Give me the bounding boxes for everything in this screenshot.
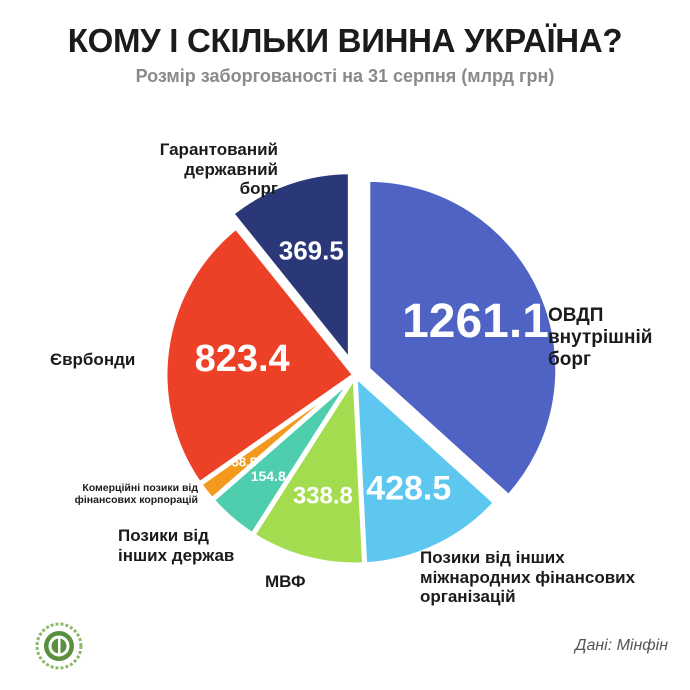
label-ifi: Позики від інших міжнародних фінансових … bbox=[420, 548, 635, 607]
label-ovdp-line2: внутрішній bbox=[548, 326, 653, 348]
label-commercial-line2: фінансових корпорацій bbox=[74, 494, 198, 507]
logo-icon bbox=[35, 622, 83, 670]
label-imf: МВФ bbox=[265, 572, 306, 592]
value-label-imf: 338.8 bbox=[293, 483, 353, 510]
label-guaranteed-line1: Гарантований bbox=[159, 140, 278, 159]
label-eurobonds-line1: Єврбонди bbox=[50, 350, 136, 369]
value-label-ovdp: 1261.1 bbox=[402, 295, 549, 348]
label-ovdp-line1: ОВДП bbox=[548, 305, 604, 326]
label-guaranteed-line3: борг bbox=[239, 179, 278, 199]
chart-subtitle: Розмір заборгованості на 31 серпня (млрд… bbox=[135, 66, 555, 86]
value-label-ifi: 428.5 bbox=[366, 469, 451, 507]
label-eurobonds: Єврбонди bbox=[50, 350, 135, 370]
value-label-guaranteed: 369.5 bbox=[279, 236, 344, 266]
label-states-line1: Позики від bbox=[118, 526, 209, 545]
pie-slice-guaranteed bbox=[228, 169, 353, 365]
pie-slice-ovdp bbox=[365, 176, 561, 500]
label-ifi-line1: Позики від інших bbox=[420, 548, 565, 567]
chart-title: КОМУ І СКІЛЬКИ ВИННА УКРАЇНА? bbox=[67, 22, 623, 59]
label-guaranteed: Гарантований державний борг bbox=[118, 140, 278, 199]
pie-slice-ifi bbox=[352, 372, 499, 568]
label-guaranteed-line2: державний bbox=[184, 159, 278, 179]
label-ifi-line2: міжнародних фінансових bbox=[420, 567, 636, 587]
source-note: Дані: Мінфін bbox=[575, 637, 668, 654]
label-imf-line1: МВФ bbox=[265, 572, 306, 591]
value-label-states: 154.8 bbox=[251, 468, 286, 484]
label-ifi-line3: організацій bbox=[420, 587, 516, 607]
pie-slice-eurobonds bbox=[162, 224, 358, 487]
value-label-eurobonds: 823.4 bbox=[195, 338, 290, 380]
label-ovdp-line3: борг bbox=[548, 348, 591, 370]
pie-slice-imf bbox=[250, 372, 368, 568]
label-states-line2: інших держав bbox=[118, 545, 235, 565]
label-commercial-line1: Комерційні позики від bbox=[82, 482, 198, 494]
label-states: Позики від інших держав bbox=[118, 526, 234, 565]
label-ovdp: ОВДП внутрішній борг bbox=[548, 305, 652, 371]
label-commercial: Комерційні позики від фінансових корпора… bbox=[50, 482, 198, 506]
